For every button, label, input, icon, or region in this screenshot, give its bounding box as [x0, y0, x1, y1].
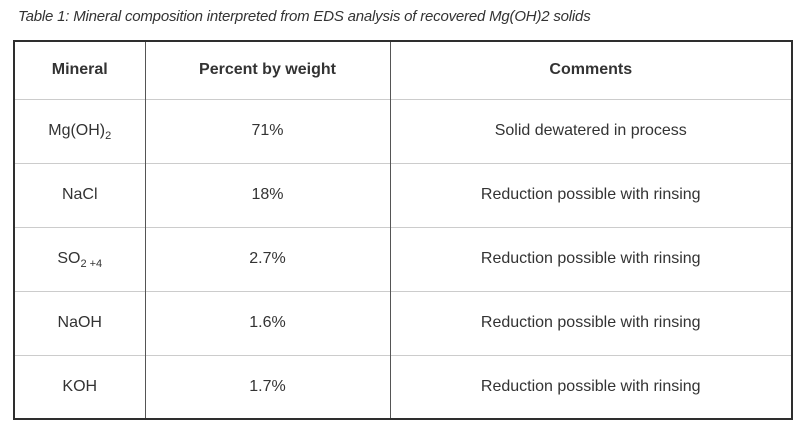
percent-cell: 1.7% — [144, 354, 390, 419]
comment-cell: Reduction possible with rinsing — [389, 354, 792, 419]
table-caption: Table 1: Mineral composition interpreted… — [18, 8, 591, 25]
table-body: Mg(OH)2 71% Solid dewatered in process N… — [14, 98, 792, 419]
mineral-formula: NaCl — [61, 186, 98, 203]
percent-cell: 18% — [144, 162, 390, 227]
mineral-cell: Mg(OH)2 — [14, 98, 145, 163]
comment-cell: Solid dewatered in process — [389, 98, 792, 163]
mineral-formula: NaOH — [57, 314, 102, 331]
table-row: KOH 1.7% Reduction possible with rinsing — [14, 354, 792, 419]
percent-cell: 71% — [144, 98, 390, 163]
table-row: NaCl 18% Reduction possible with rinsing — [14, 162, 792, 227]
mineral-cell: SO2 +4 — [14, 226, 145, 291]
mineral-cell: KOH — [14, 354, 145, 419]
mineral-formula-subscript: 2 — [105, 130, 112, 143]
mineral-cell: NaOH — [14, 290, 145, 355]
mineral-formula: Mg(OH) — [48, 122, 106, 139]
table-header: Mineral Percent by weight Comments — [14, 41, 792, 99]
mineral-composition-table: Mineral Percent by weight Comments Mg(OH… — [13, 40, 793, 420]
column-header-comments: Comments — [389, 41, 792, 99]
table-row: Mg(OH)2 71% Solid dewatered in process — [14, 98, 792, 163]
column-header-percent-by-weight: Percent by weight — [144, 41, 390, 99]
mineral-formula-subscript: 2 +4 — [80, 258, 103, 271]
percent-cell: 2.7% — [144, 226, 390, 291]
percent-cell: 1.6% — [144, 290, 390, 355]
comment-cell: Reduction possible with rinsing — [389, 162, 792, 227]
table-row: NaOH 1.6% Reduction possible with rinsin… — [14, 290, 792, 355]
mineral-cell: NaCl — [14, 162, 145, 227]
comment-cell: Reduction possible with rinsing — [389, 226, 792, 291]
mineral-formula: KOH — [62, 377, 98, 395]
header-row: Mineral Percent by weight Comments — [14, 41, 792, 99]
comment-cell: Reduction possible with rinsing — [389, 290, 792, 355]
mineral-formula: SO — [57, 250, 81, 267]
column-header-mineral: Mineral — [51, 61, 108, 79]
table-row: SO2 +4 2.7% Reduction possible with rins… — [14, 226, 792, 291]
